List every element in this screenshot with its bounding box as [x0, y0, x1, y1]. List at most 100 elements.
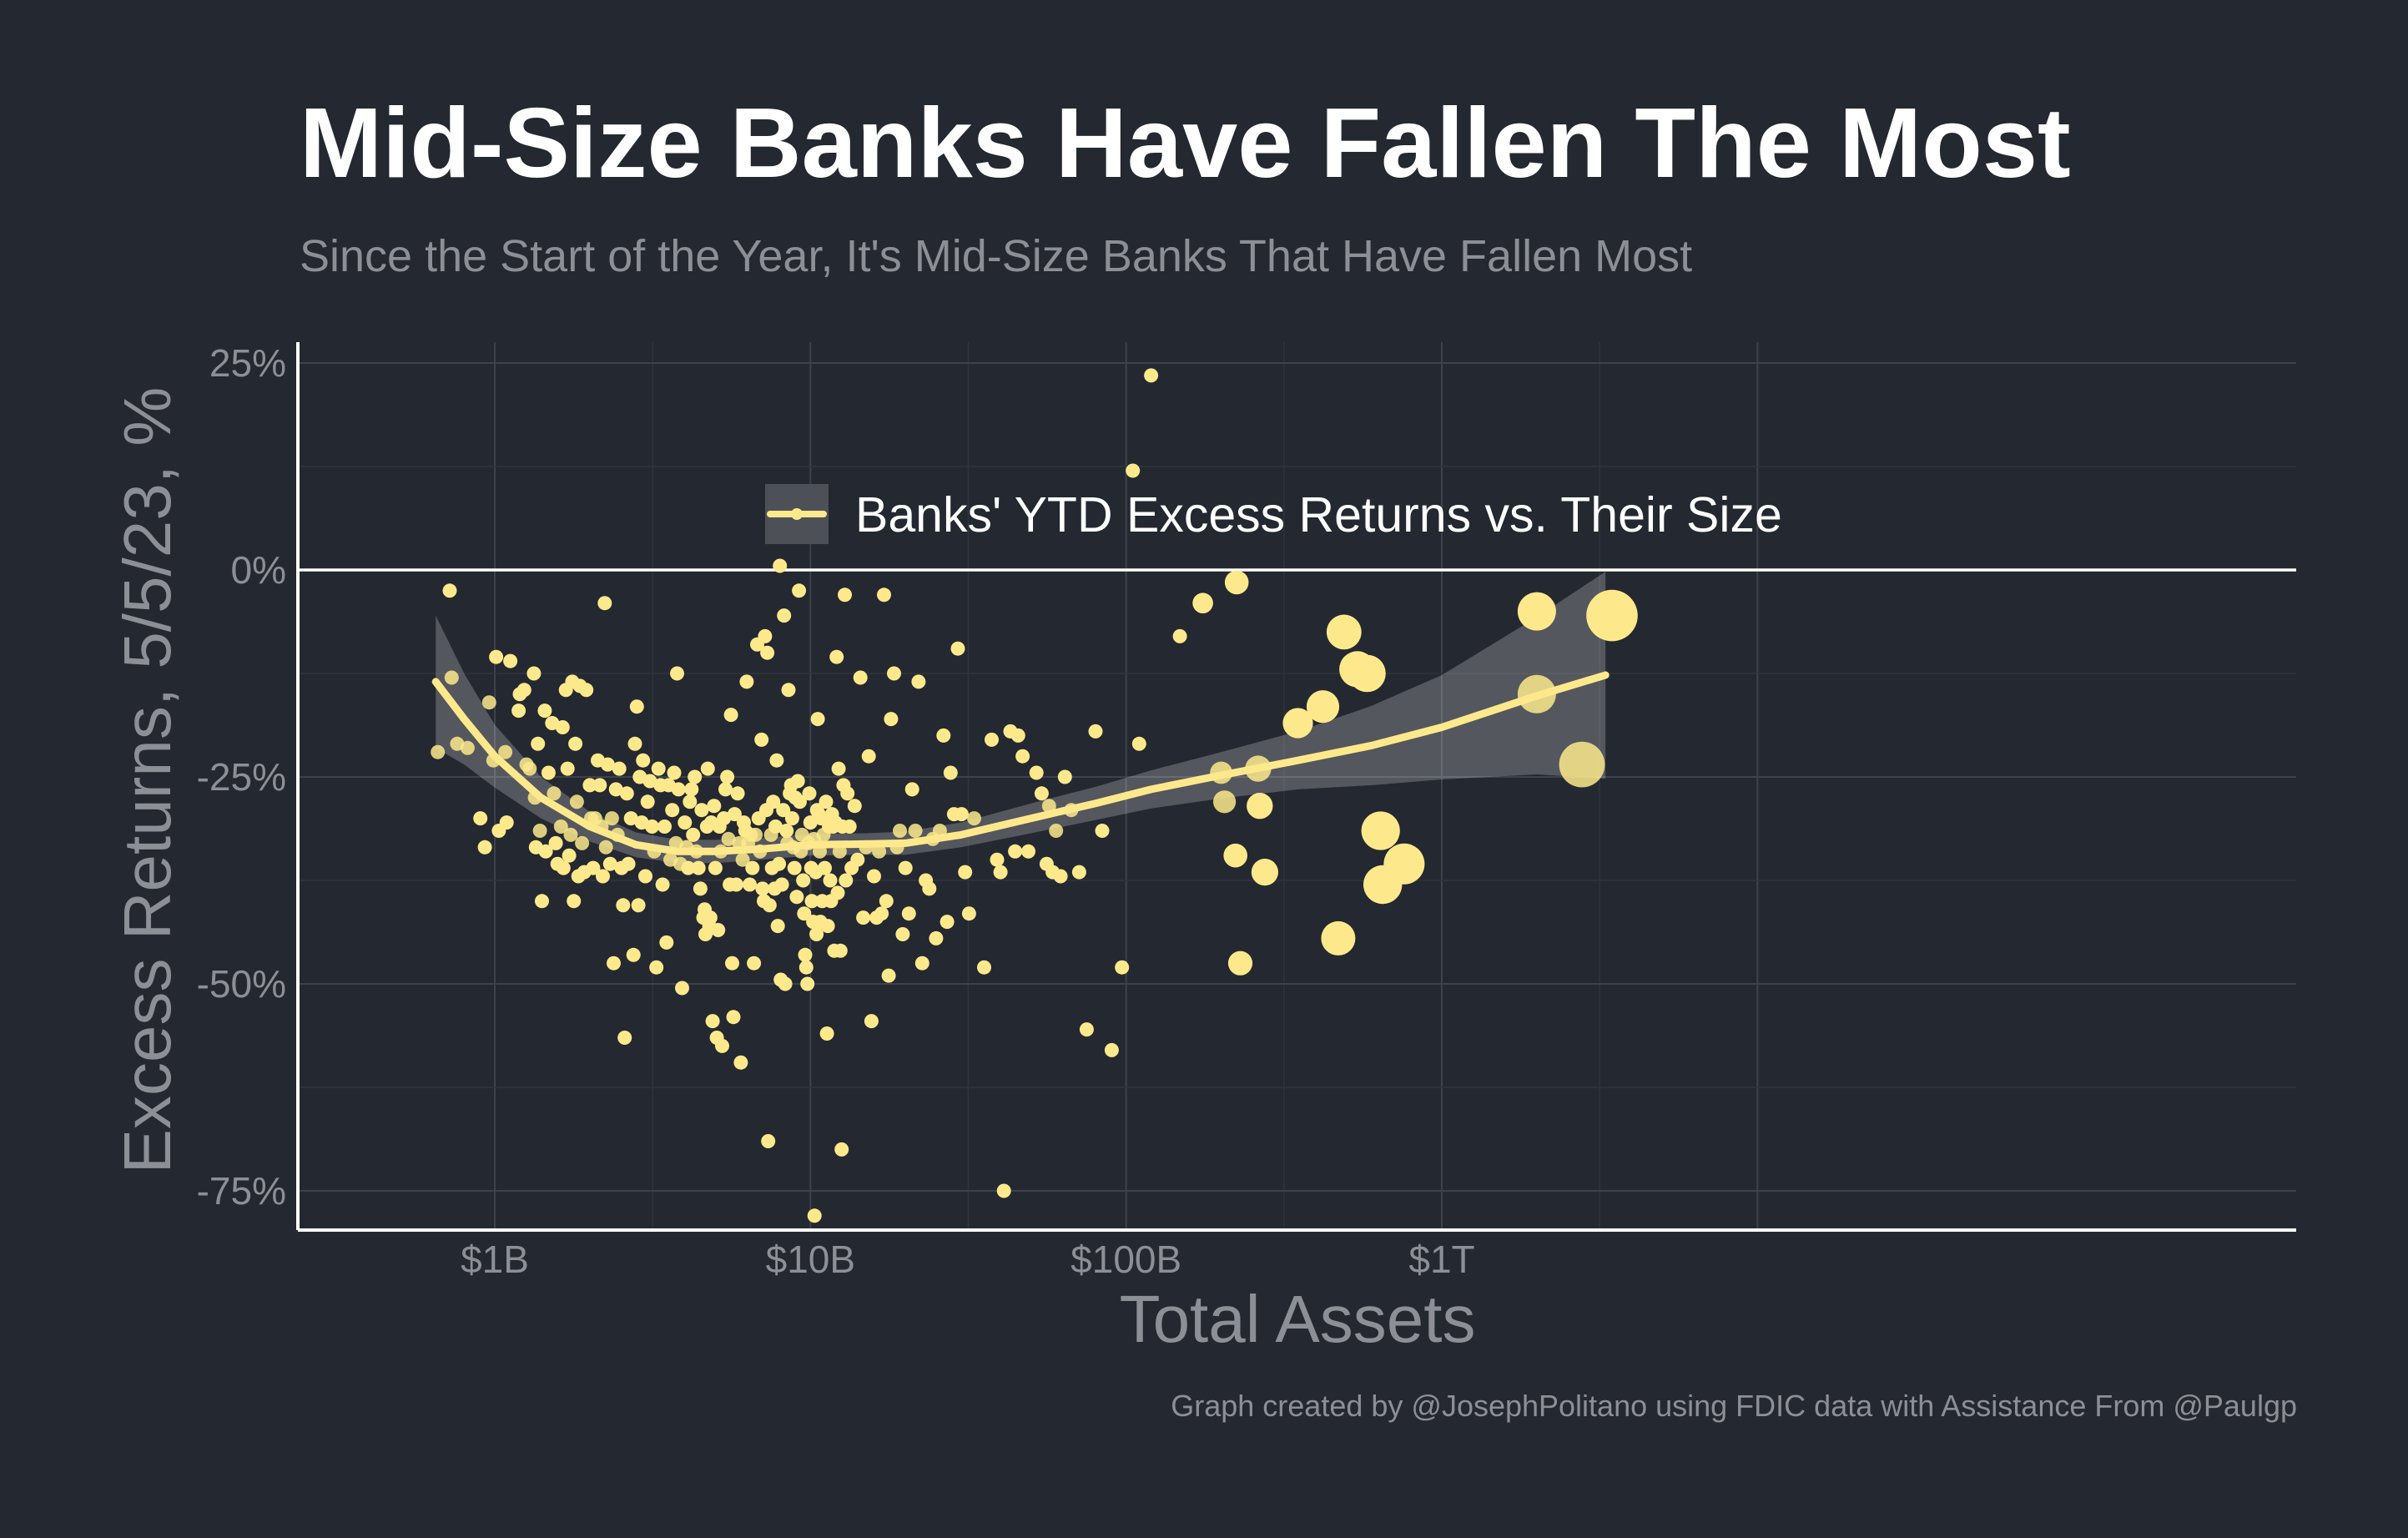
chart-title: Mid-Size Banks Have Fallen The Most [300, 88, 2071, 199]
data-point [720, 769, 735, 784]
data-point [798, 960, 814, 975]
data-point [830, 885, 845, 900]
data-point [636, 753, 651, 768]
data-point [498, 744, 513, 759]
data-point [773, 558, 788, 573]
data-point [1586, 589, 1638, 642]
data-point [715, 1038, 729, 1053]
data-point [667, 765, 682, 780]
data-point [996, 1183, 1011, 1198]
data-point [1131, 736, 1146, 751]
data-point [847, 799, 862, 814]
legend-key-point [791, 508, 803, 520]
data-point [596, 869, 610, 884]
data-point [804, 894, 819, 909]
data-point [901, 906, 916, 921]
data-point [1021, 844, 1035, 859]
y-tick-label: 25% [209, 341, 286, 385]
data-point [727, 807, 742, 822]
y-tick-label: -25% [197, 755, 286, 799]
data-point [1282, 708, 1313, 739]
data-point [950, 641, 965, 656]
data-point [792, 583, 807, 598]
data-point [717, 811, 732, 826]
data-point [671, 782, 686, 797]
data-point [1053, 869, 1068, 884]
x-tick-label: $1B [461, 1238, 529, 1281]
data-point [758, 628, 773, 643]
data-point [877, 587, 891, 603]
data-point [1095, 824, 1110, 838]
data-point [562, 848, 577, 863]
data-point [1008, 844, 1023, 859]
source-caption: Graph created by @JosephPolitano using F… [1171, 1389, 2297, 1423]
data-point [777, 608, 792, 623]
data-point [1517, 592, 1556, 631]
data-point [819, 794, 834, 809]
data-point [503, 653, 518, 668]
data-point [627, 736, 642, 751]
data-point [538, 844, 553, 859]
data-point [617, 1031, 632, 1045]
data-point [778, 976, 793, 991]
data-point [665, 803, 680, 818]
data-point [820, 919, 835, 934]
data-point [728, 877, 743, 892]
data-point [936, 728, 951, 743]
data-point [1115, 960, 1130, 975]
data-point [829, 649, 844, 664]
data-point [867, 869, 881, 884]
data-point [745, 860, 760, 875]
data-point [798, 947, 813, 962]
data-point [1326, 614, 1362, 650]
data-point [1348, 654, 1386, 693]
data-point [887, 666, 901, 681]
data-point [723, 708, 738, 723]
data-point [810, 712, 825, 727]
data-point [569, 794, 584, 809]
data-point [908, 824, 923, 838]
data-point [1029, 765, 1044, 780]
data-point [560, 761, 575, 776]
data-point [631, 898, 646, 913]
data-point [977, 960, 991, 975]
data-point [651, 761, 666, 776]
data-point [619, 786, 634, 801]
y-axis-title: Excess Returns, 5/5/23, % [110, 387, 184, 1174]
data-point [748, 827, 763, 842]
data-point [556, 860, 571, 875]
data-point [686, 827, 701, 842]
data-point [904, 782, 919, 797]
data-point [853, 670, 868, 685]
data-point [567, 894, 582, 909]
data-point [768, 819, 783, 834]
data-point [781, 683, 796, 698]
data-point [602, 856, 617, 871]
data-point [1079, 1022, 1094, 1037]
data-point [739, 674, 754, 689]
data-point [1321, 920, 1356, 956]
data-point [1247, 793, 1273, 819]
data-point [967, 811, 981, 826]
data-point [733, 1055, 748, 1070]
data-point [943, 765, 958, 780]
trend-layer [431, 671, 1610, 855]
data-point [431, 744, 446, 759]
data-point [1251, 859, 1278, 886]
data-point [911, 674, 926, 689]
data-points [431, 368, 1638, 1223]
data-point [688, 769, 703, 784]
data-point [516, 683, 531, 698]
trend-line [431, 671, 1610, 855]
data-point [629, 699, 644, 714]
data-point [1144, 368, 1159, 383]
data-point [1223, 843, 1247, 868]
data-point [743, 877, 757, 892]
data-point [993, 865, 1008, 880]
data-point [489, 649, 504, 664]
data-point [612, 761, 627, 776]
data-point [700, 761, 715, 776]
data-point [1041, 799, 1056, 814]
data-point [958, 865, 973, 880]
